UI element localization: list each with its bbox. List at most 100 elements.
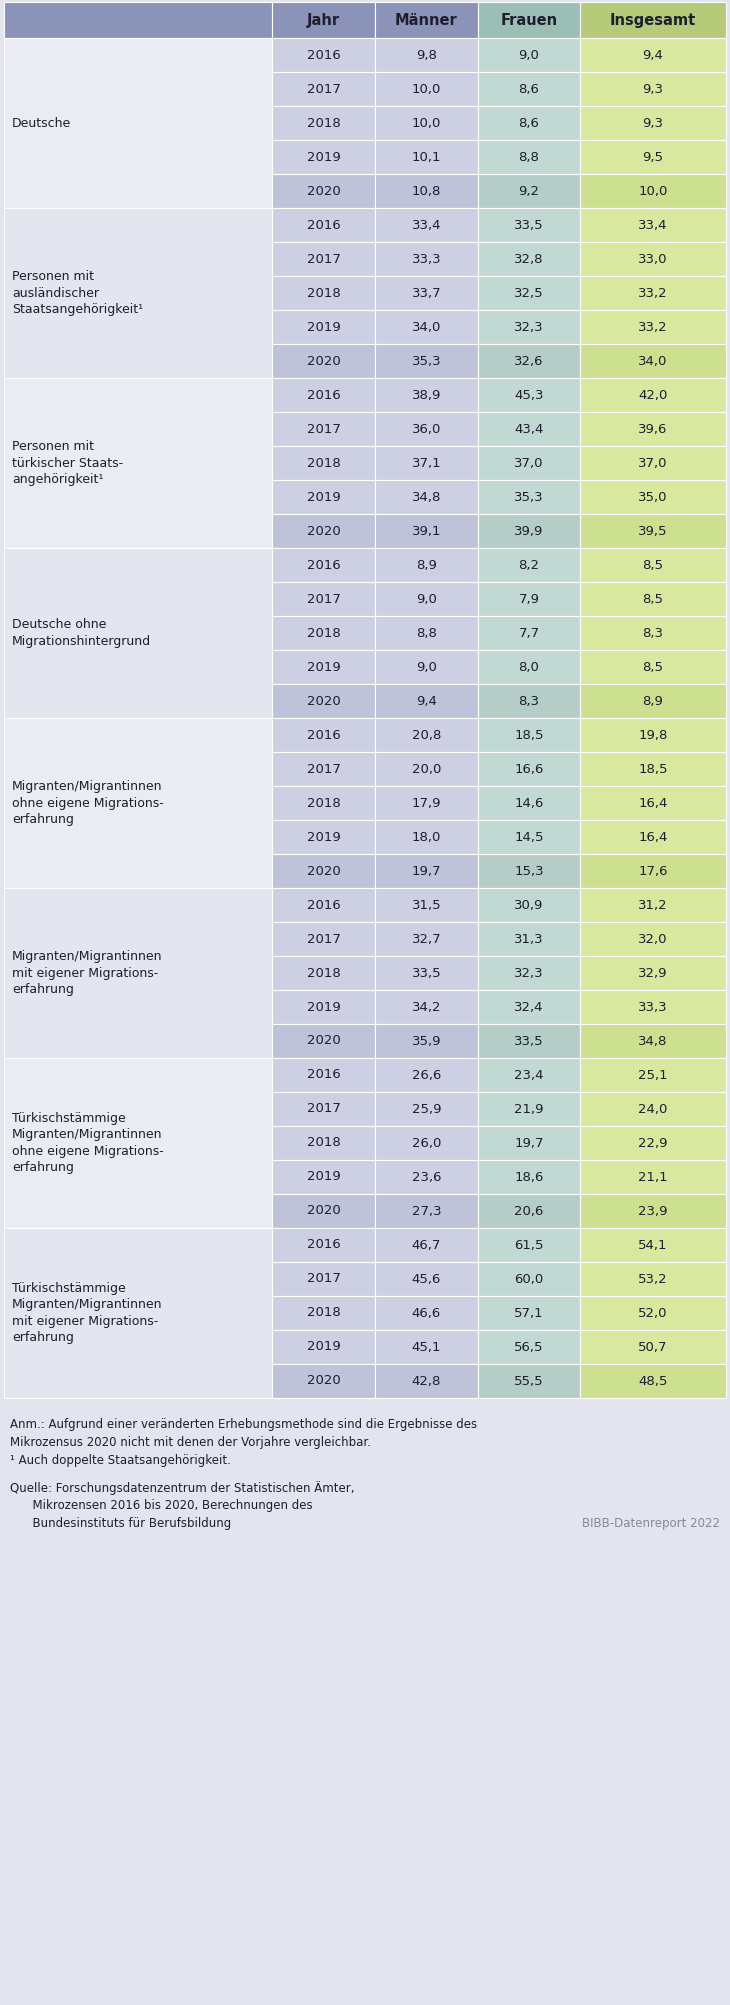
Bar xyxy=(580,581,726,616)
Text: 2016: 2016 xyxy=(307,728,340,742)
Bar xyxy=(272,1161,375,1195)
Bar xyxy=(580,956,726,990)
Bar xyxy=(375,1227,478,1261)
Text: Personen mit
türkischer Staats-
angehörigkeit¹: Personen mit türkischer Staats- angehöri… xyxy=(12,439,123,485)
Text: 33,7: 33,7 xyxy=(412,287,442,299)
Text: 34,2: 34,2 xyxy=(412,1000,441,1013)
Bar xyxy=(478,854,580,888)
Text: 34,8: 34,8 xyxy=(412,491,441,503)
Text: 42,0: 42,0 xyxy=(638,389,668,401)
Text: Jahr: Jahr xyxy=(307,12,340,28)
Text: 2018: 2018 xyxy=(307,626,340,640)
Text: Mikrozensus 2020 nicht mit denen der Vorjahre vergleichbar.: Mikrozensus 2020 nicht mit denen der Vor… xyxy=(10,1436,371,1450)
Text: Bundesinstituts für Berufsbildung: Bundesinstituts für Berufsbildung xyxy=(10,1518,231,1530)
Text: 32,6: 32,6 xyxy=(514,355,544,367)
Text: 2017: 2017 xyxy=(307,82,340,96)
Bar xyxy=(272,1295,375,1329)
Text: 18,5: 18,5 xyxy=(514,728,544,742)
Bar xyxy=(375,38,478,72)
Bar xyxy=(375,479,478,513)
Bar xyxy=(580,411,726,445)
Text: 2020: 2020 xyxy=(307,694,340,708)
Text: 33,4: 33,4 xyxy=(638,219,668,231)
Bar xyxy=(580,277,726,311)
Bar xyxy=(272,479,375,513)
Text: 8,2: 8,2 xyxy=(518,559,539,571)
Text: 54,1: 54,1 xyxy=(638,1239,668,1251)
Bar xyxy=(375,1261,478,1295)
Text: 18,0: 18,0 xyxy=(412,830,441,844)
Text: 26,0: 26,0 xyxy=(412,1137,441,1149)
Text: 10,8: 10,8 xyxy=(412,184,441,198)
Text: 2020: 2020 xyxy=(307,864,340,878)
Bar xyxy=(580,650,726,684)
Bar xyxy=(478,1161,580,1195)
Bar xyxy=(580,854,726,888)
Bar xyxy=(478,345,580,379)
Bar xyxy=(272,1025,375,1059)
Text: 55,5: 55,5 xyxy=(514,1375,544,1387)
Text: 9,0: 9,0 xyxy=(416,593,437,606)
Text: 9,3: 9,3 xyxy=(642,82,664,96)
Text: 8,8: 8,8 xyxy=(416,626,437,640)
Bar xyxy=(478,140,580,174)
Bar xyxy=(478,1059,580,1093)
Text: 33,3: 33,3 xyxy=(638,1000,668,1013)
Bar xyxy=(478,718,580,752)
Bar xyxy=(580,513,726,547)
Text: 33,2: 33,2 xyxy=(638,287,668,299)
Text: 37,0: 37,0 xyxy=(514,457,544,469)
Text: 33,2: 33,2 xyxy=(638,321,668,333)
Bar xyxy=(478,479,580,513)
Text: 2017: 2017 xyxy=(307,593,340,606)
Bar xyxy=(272,922,375,956)
Text: 2018: 2018 xyxy=(307,457,340,469)
Bar xyxy=(272,1127,375,1161)
Bar xyxy=(272,1093,375,1127)
Text: BIBB-Datenreport 2022: BIBB-Datenreport 2022 xyxy=(582,1518,720,1530)
Text: 31,5: 31,5 xyxy=(412,898,442,912)
Bar xyxy=(375,1195,478,1227)
Bar xyxy=(580,1127,726,1161)
Bar xyxy=(478,616,580,650)
Text: 24,0: 24,0 xyxy=(638,1103,668,1115)
Bar xyxy=(580,1025,726,1059)
Text: 9,5: 9,5 xyxy=(642,150,664,164)
Text: 37,0: 37,0 xyxy=(638,457,668,469)
Text: 8,5: 8,5 xyxy=(642,559,664,571)
Bar xyxy=(375,1093,478,1127)
Text: 25,1: 25,1 xyxy=(638,1069,668,1081)
Text: Türkischstämmige
Migranten/Migrantinnen
ohne eigene Migrations-
erfahrung: Türkischstämmige Migranten/Migrantinnen … xyxy=(12,1111,164,1175)
Text: 2020: 2020 xyxy=(307,1205,340,1217)
Bar xyxy=(272,650,375,684)
Bar xyxy=(272,1329,375,1363)
Bar xyxy=(478,786,580,820)
Text: 8,8: 8,8 xyxy=(518,150,539,164)
Text: 23,9: 23,9 xyxy=(638,1205,668,1217)
Bar xyxy=(478,1261,580,1295)
Text: 27,3: 27,3 xyxy=(412,1205,442,1217)
Bar xyxy=(580,752,726,786)
Text: 8,6: 8,6 xyxy=(518,82,539,96)
Text: 25,9: 25,9 xyxy=(412,1103,441,1115)
Bar xyxy=(4,2,272,38)
Text: 35,9: 35,9 xyxy=(412,1035,441,1047)
Bar xyxy=(272,581,375,616)
Bar xyxy=(375,684,478,718)
Text: 14,5: 14,5 xyxy=(514,830,544,844)
Text: 39,5: 39,5 xyxy=(638,525,668,537)
Bar xyxy=(375,379,478,411)
Bar xyxy=(478,1127,580,1161)
Bar xyxy=(580,243,726,277)
Bar xyxy=(375,345,478,379)
Bar xyxy=(478,209,580,243)
Bar xyxy=(375,1295,478,1329)
Text: 10,0: 10,0 xyxy=(412,116,441,130)
Bar xyxy=(580,990,726,1025)
Bar xyxy=(478,1295,580,1329)
Bar xyxy=(272,411,375,445)
Text: 60,0: 60,0 xyxy=(515,1273,544,1285)
Text: 32,9: 32,9 xyxy=(638,966,668,980)
Text: 30,9: 30,9 xyxy=(515,898,544,912)
Bar xyxy=(272,1363,375,1397)
